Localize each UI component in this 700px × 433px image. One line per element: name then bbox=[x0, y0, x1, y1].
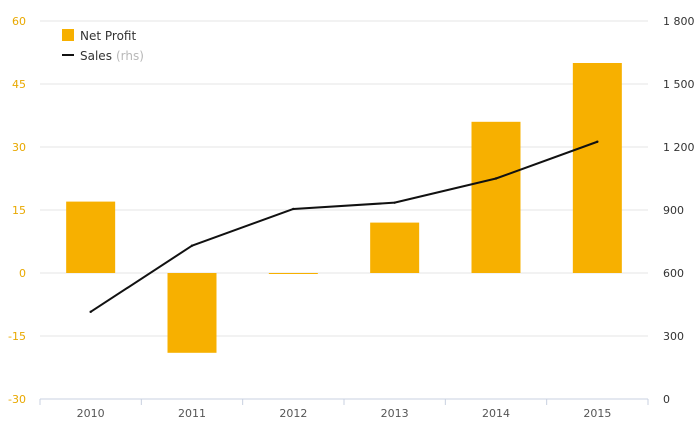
legend-label-sales-name: Sales bbox=[80, 49, 112, 63]
sales-point bbox=[494, 177, 498, 180]
y-right-tick-label: 1 200 bbox=[663, 141, 695, 154]
bar-net-profit bbox=[370, 222, 420, 273]
y-left-tick-label: 15 bbox=[12, 204, 26, 217]
sales-point bbox=[292, 207, 295, 211]
x-tick-label: 2012 bbox=[279, 407, 307, 420]
y-right-tick-label: 1 800 bbox=[663, 15, 695, 28]
x-tick-label: 2015 bbox=[583, 407, 611, 420]
sales-point bbox=[596, 140, 599, 143]
bar-net-profit bbox=[167, 273, 217, 353]
x-tick-label: 2013 bbox=[381, 407, 409, 420]
y-right-tick-label: 600 bbox=[663, 267, 684, 280]
y-left-tick-label: 0 bbox=[19, 267, 26, 280]
y-left-tick-label: 30 bbox=[12, 141, 26, 154]
sales-point bbox=[190, 244, 194, 247]
y-left-tick-label: 45 bbox=[12, 78, 26, 91]
bar-net-profit bbox=[268, 273, 318, 274]
y-right-tick-label: 300 bbox=[663, 330, 684, 343]
legend: Net Profit Sales (rhs) bbox=[62, 29, 144, 63]
y-right-tick-label: 1 500 bbox=[663, 78, 695, 91]
y-left-tick-label: -15 bbox=[8, 330, 26, 343]
sales-point bbox=[393, 201, 396, 204]
legend-swatch-net-profit bbox=[62, 29, 74, 41]
sales-point bbox=[89, 310, 92, 314]
sales-line-layer bbox=[89, 140, 599, 314]
sales-line bbox=[90, 140, 598, 313]
x-tick-label: 2014 bbox=[482, 407, 510, 420]
y-right-tick-label: 900 bbox=[663, 204, 684, 217]
y-left-tick-label: 60 bbox=[12, 15, 26, 28]
legend-label-net-profit: Net Profit bbox=[80, 29, 136, 43]
bar-net-profit bbox=[66, 201, 116, 273]
legend-label-sales: Sales (rhs) bbox=[80, 49, 144, 63]
net-profit-bars bbox=[66, 63, 622, 353]
legend-label-sales-suffix: (rhs) bbox=[116, 49, 144, 63]
y-left-tick-label: -30 bbox=[8, 393, 26, 406]
bar-net-profit bbox=[572, 63, 622, 273]
y-right-tick-label: 0 bbox=[663, 393, 670, 406]
x-tick-label: 2011 bbox=[178, 407, 206, 420]
x-tick-label: 2010 bbox=[77, 407, 105, 420]
bar-net-profit bbox=[471, 121, 521, 273]
gridlines bbox=[40, 20, 648, 337]
